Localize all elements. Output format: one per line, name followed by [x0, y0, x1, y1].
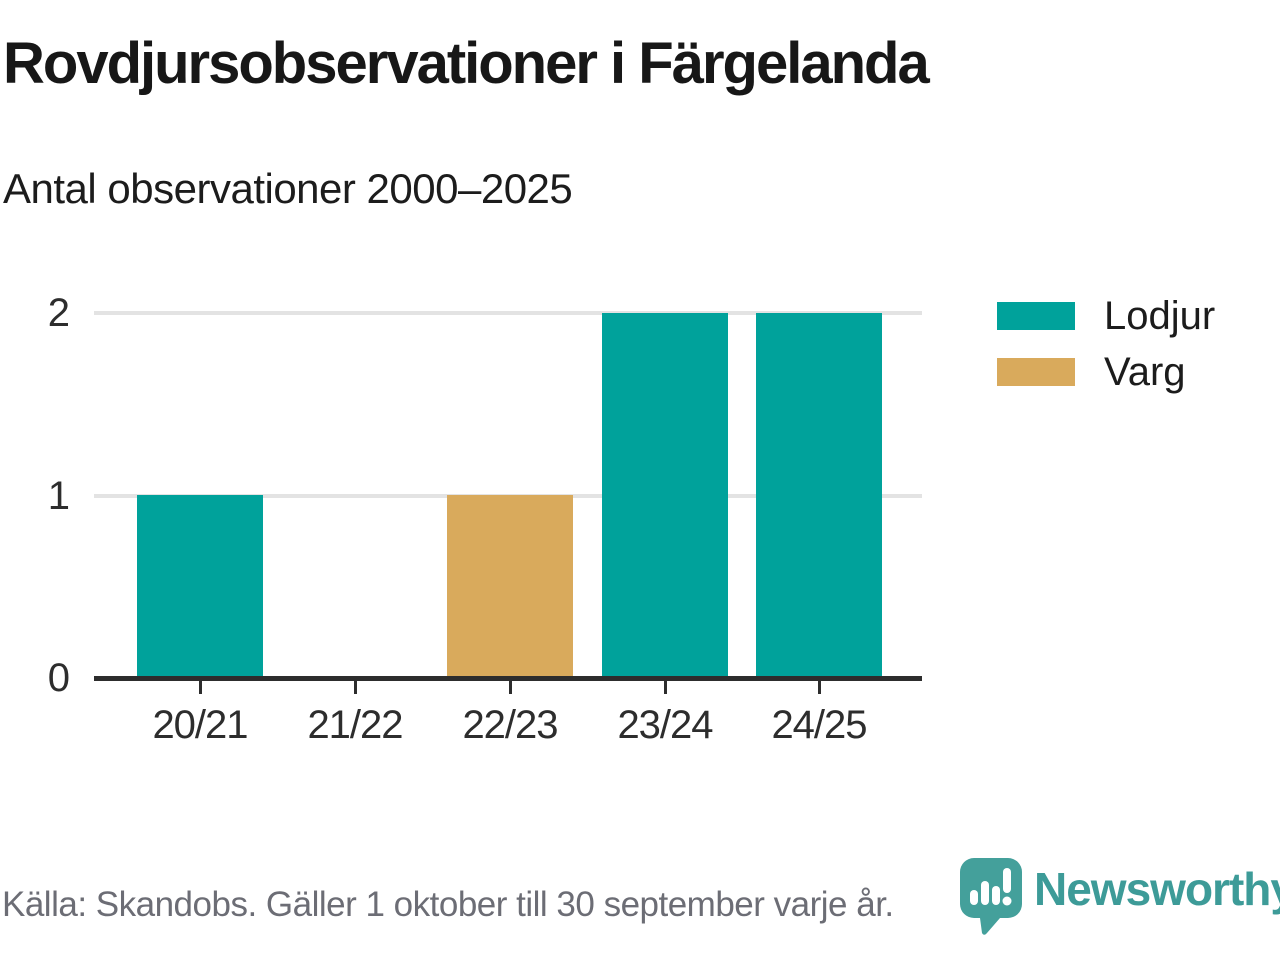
x-axis-tick-22-23 [508, 681, 512, 694]
newsworthy-logo-icon [960, 858, 1022, 935]
newsworthy-wordmark: Newsworthy [1034, 863, 1280, 915]
bar-lodjur-23-24 [602, 313, 728, 678]
bar-lodjur-24-25 [756, 313, 882, 678]
legend-item-varg: Varg [997, 350, 1215, 394]
x-axis-tick-23-24 [663, 681, 667, 694]
bar-varg-22-23 [447, 495, 573, 678]
legend-swatch-varg [997, 358, 1075, 386]
source-note: Källa: Skandobs. Gäller 1 oktober till 3… [2, 885, 894, 924]
legend-item-lodjur: Lodjur [997, 294, 1216, 338]
x-tick-label-22-23: 22/23 [462, 703, 558, 747]
legend-label-lodjur: Lodjur [1104, 294, 1216, 338]
y-tick-label-2: 2 [47, 291, 70, 335]
x-axis-tick-21-22 [353, 681, 357, 694]
x-axis-tick-20-21 [198, 681, 202, 694]
legend-label-varg: Varg [1104, 350, 1186, 394]
plot-area [94, 311, 922, 678]
x-tick-label-24-25: 24/25 [771, 703, 867, 747]
bar-lodjur-20-21 [137, 495, 263, 678]
y-tick-label-0: 0 [47, 656, 70, 700]
x-axis-line [94, 676, 922, 681]
x-axis-tick-24-25 [817, 681, 821, 694]
gridline-y2 [94, 311, 922, 315]
chart-title: Rovdjursobservationer i Färgelanda [3, 31, 930, 96]
y-tick-label-1: 1 [47, 473, 70, 518]
chart-subtitle: Antal observationer 2000–2025 [3, 165, 573, 212]
x-tick-label-23-24: 23/24 [617, 703, 713, 747]
x-tick-label-21-22: 21/22 [307, 703, 403, 747]
x-tick-label-20-21: 20/21 [152, 703, 248, 747]
newsworthy-brand: Newsworthy [960, 858, 1280, 936]
legend: Lodjur Varg [997, 294, 1216, 394]
legend-swatch-lodjur [997, 302, 1075, 330]
